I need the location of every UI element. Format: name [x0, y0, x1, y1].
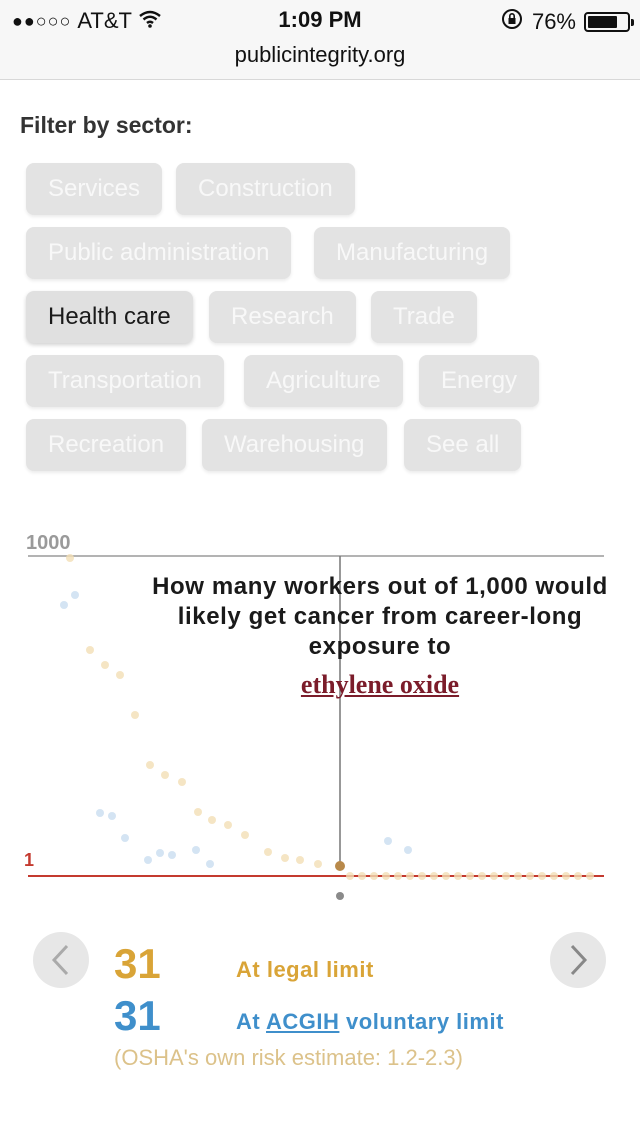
- chevron-left-icon: [51, 944, 69, 976]
- background-dot-legal: [194, 808, 202, 816]
- background-dot-legal: [314, 860, 322, 868]
- background-dot-legal: [178, 778, 186, 786]
- background-dot-legal: [358, 872, 366, 880]
- status-time: 1:09 PM: [278, 7, 362, 32]
- sector-pill-manufacturing[interactable]: Manufacturing: [314, 227, 511, 279]
- sector-pill-health-care[interactable]: Health care: [26, 291, 193, 343]
- battery-icon: [584, 12, 634, 32]
- background-dot-legal: [430, 872, 438, 880]
- acgih-suffix: voluntary limit: [346, 1009, 504, 1034]
- sector-pill-warehousing[interactable]: Warehousing: [202, 419, 387, 471]
- acgih-prefix: At: [236, 1009, 261, 1034]
- background-dot-legal: [418, 872, 426, 880]
- background-dot-acgih: [156, 849, 164, 857]
- background-dot-legal: [264, 848, 272, 856]
- background-dot-legal: [296, 856, 304, 864]
- battery-percent: 76%: [531, 9, 576, 34]
- background-dot-acgih: [384, 837, 392, 845]
- filter-title: Filter by sector:: [20, 112, 193, 138]
- background-dot-acgih: [144, 856, 152, 864]
- axis-label-baseline: 1: [24, 850, 35, 870]
- axis-label-top: 1000: [26, 532, 71, 554]
- battery-level: [588, 16, 617, 28]
- chevron-right-icon: [570, 944, 588, 976]
- sector-pill-transportation[interactable]: Transportation: [26, 355, 224, 407]
- sector-pill-public-administration[interactable]: Public administration: [26, 227, 292, 279]
- sector-pill-energy[interactable]: Energy: [419, 355, 540, 407]
- acgih-limit-label: At ACGIH voluntary limit: [236, 1009, 504, 1035]
- status-bar: ●●○○○ AT&T 1:09 PM 76%: [0, 0, 640, 40]
- background-dot-acgih: [192, 846, 200, 854]
- background-dot-legal: [574, 872, 582, 880]
- background-dot-acgih: [206, 860, 214, 868]
- sector-pill-services[interactable]: Services: [26, 163, 163, 215]
- background-dot-legal: [562, 872, 570, 880]
- risk-chart-plot: [28, 554, 604, 900]
- background-dot-legal: [514, 872, 522, 880]
- background-dot-acgih: [96, 809, 104, 817]
- background-dot-acgih: [60, 601, 68, 609]
- background-dot-legal: [281, 854, 289, 862]
- background-dot-legal: [478, 872, 486, 880]
- sector-pill-agriculture[interactable]: Agriculture: [244, 355, 403, 407]
- acgih-link[interactable]: ACGIH: [266, 1009, 340, 1034]
- background-dot-legal: [131, 711, 139, 719]
- background-dot-legal: [526, 872, 534, 880]
- previous-button[interactable]: [33, 932, 89, 988]
- background-dot-legal: [382, 872, 390, 880]
- selected-indicator: [336, 892, 344, 900]
- background-dot-legal: [116, 671, 124, 679]
- wifi-icon: [138, 8, 162, 34]
- acgih-limit-value: 31: [114, 992, 161, 1039]
- osha-footnote: (OSHA's own risk estimate: 1.2-2.3): [114, 1045, 463, 1070]
- background-dot-acgih: [121, 834, 129, 842]
- sector-pill-trade[interactable]: Trade: [371, 291, 477, 343]
- risk-chart: 1000 1 How many workers out of 1,000 wou…: [0, 520, 640, 900]
- background-dot-legal: [466, 872, 474, 880]
- url-text: publicintegrity.org: [234, 42, 406, 67]
- legal-limit-label: At legal limit: [236, 957, 374, 982]
- background-dot-legal: [146, 761, 154, 769]
- background-dot-acgih: [168, 851, 176, 859]
- url-bar[interactable]: publicintegrity.org: [0, 40, 640, 80]
- background-dot-legal: [346, 872, 354, 880]
- sector-pill-construction[interactable]: Construction: [176, 163, 355, 215]
- status-right: 76%: [500, 7, 634, 37]
- sector-pill-recreation[interactable]: Recreation: [26, 419, 187, 471]
- sector-pill-research[interactable]: Research: [209, 291, 356, 343]
- background-dot-acgih: [71, 591, 79, 599]
- background-dot-acgih: [108, 812, 116, 820]
- background-dot-acgih: [404, 846, 412, 854]
- background-dot-legal: [502, 872, 510, 880]
- selected-point[interactable]: [335, 861, 345, 871]
- background-dot-legal: [208, 816, 216, 824]
- background-dot-legal: [538, 872, 546, 880]
- background-dot-legal: [550, 872, 558, 880]
- background-dot-legal: [161, 771, 169, 779]
- background-dot-legal: [224, 821, 232, 829]
- background-dot-legal: [586, 872, 594, 880]
- background-dot-legal: [241, 831, 249, 839]
- chemical-link[interactable]: ethylene oxide: [300, 670, 460, 699]
- chart-question: How many workers out of 1,000 would like…: [152, 573, 608, 660]
- orientation-lock-icon: [500, 7, 524, 37]
- background-dot-legal: [370, 872, 378, 880]
- background-dot-legal: [101, 661, 109, 669]
- background-dots: [60, 554, 594, 880]
- background-dot-legal: [86, 646, 94, 654]
- background-dot-legal: [406, 872, 414, 880]
- sector-pill-see-all[interactable]: See all: [404, 419, 522, 471]
- signal-icon: ●●○○○: [12, 10, 72, 31]
- background-dot-legal: [66, 554, 74, 562]
- background-dot-legal: [490, 872, 498, 880]
- background-dot-legal: [394, 872, 402, 880]
- legal-limit-value: 31: [114, 940, 161, 987]
- background-dot-legal: [454, 872, 462, 880]
- carrier-info: ●●○○○ AT&T: [12, 8, 162, 34]
- background-dot-legal: [442, 872, 450, 880]
- next-button[interactable]: [550, 932, 606, 988]
- carrier-name: AT&T: [77, 8, 132, 33]
